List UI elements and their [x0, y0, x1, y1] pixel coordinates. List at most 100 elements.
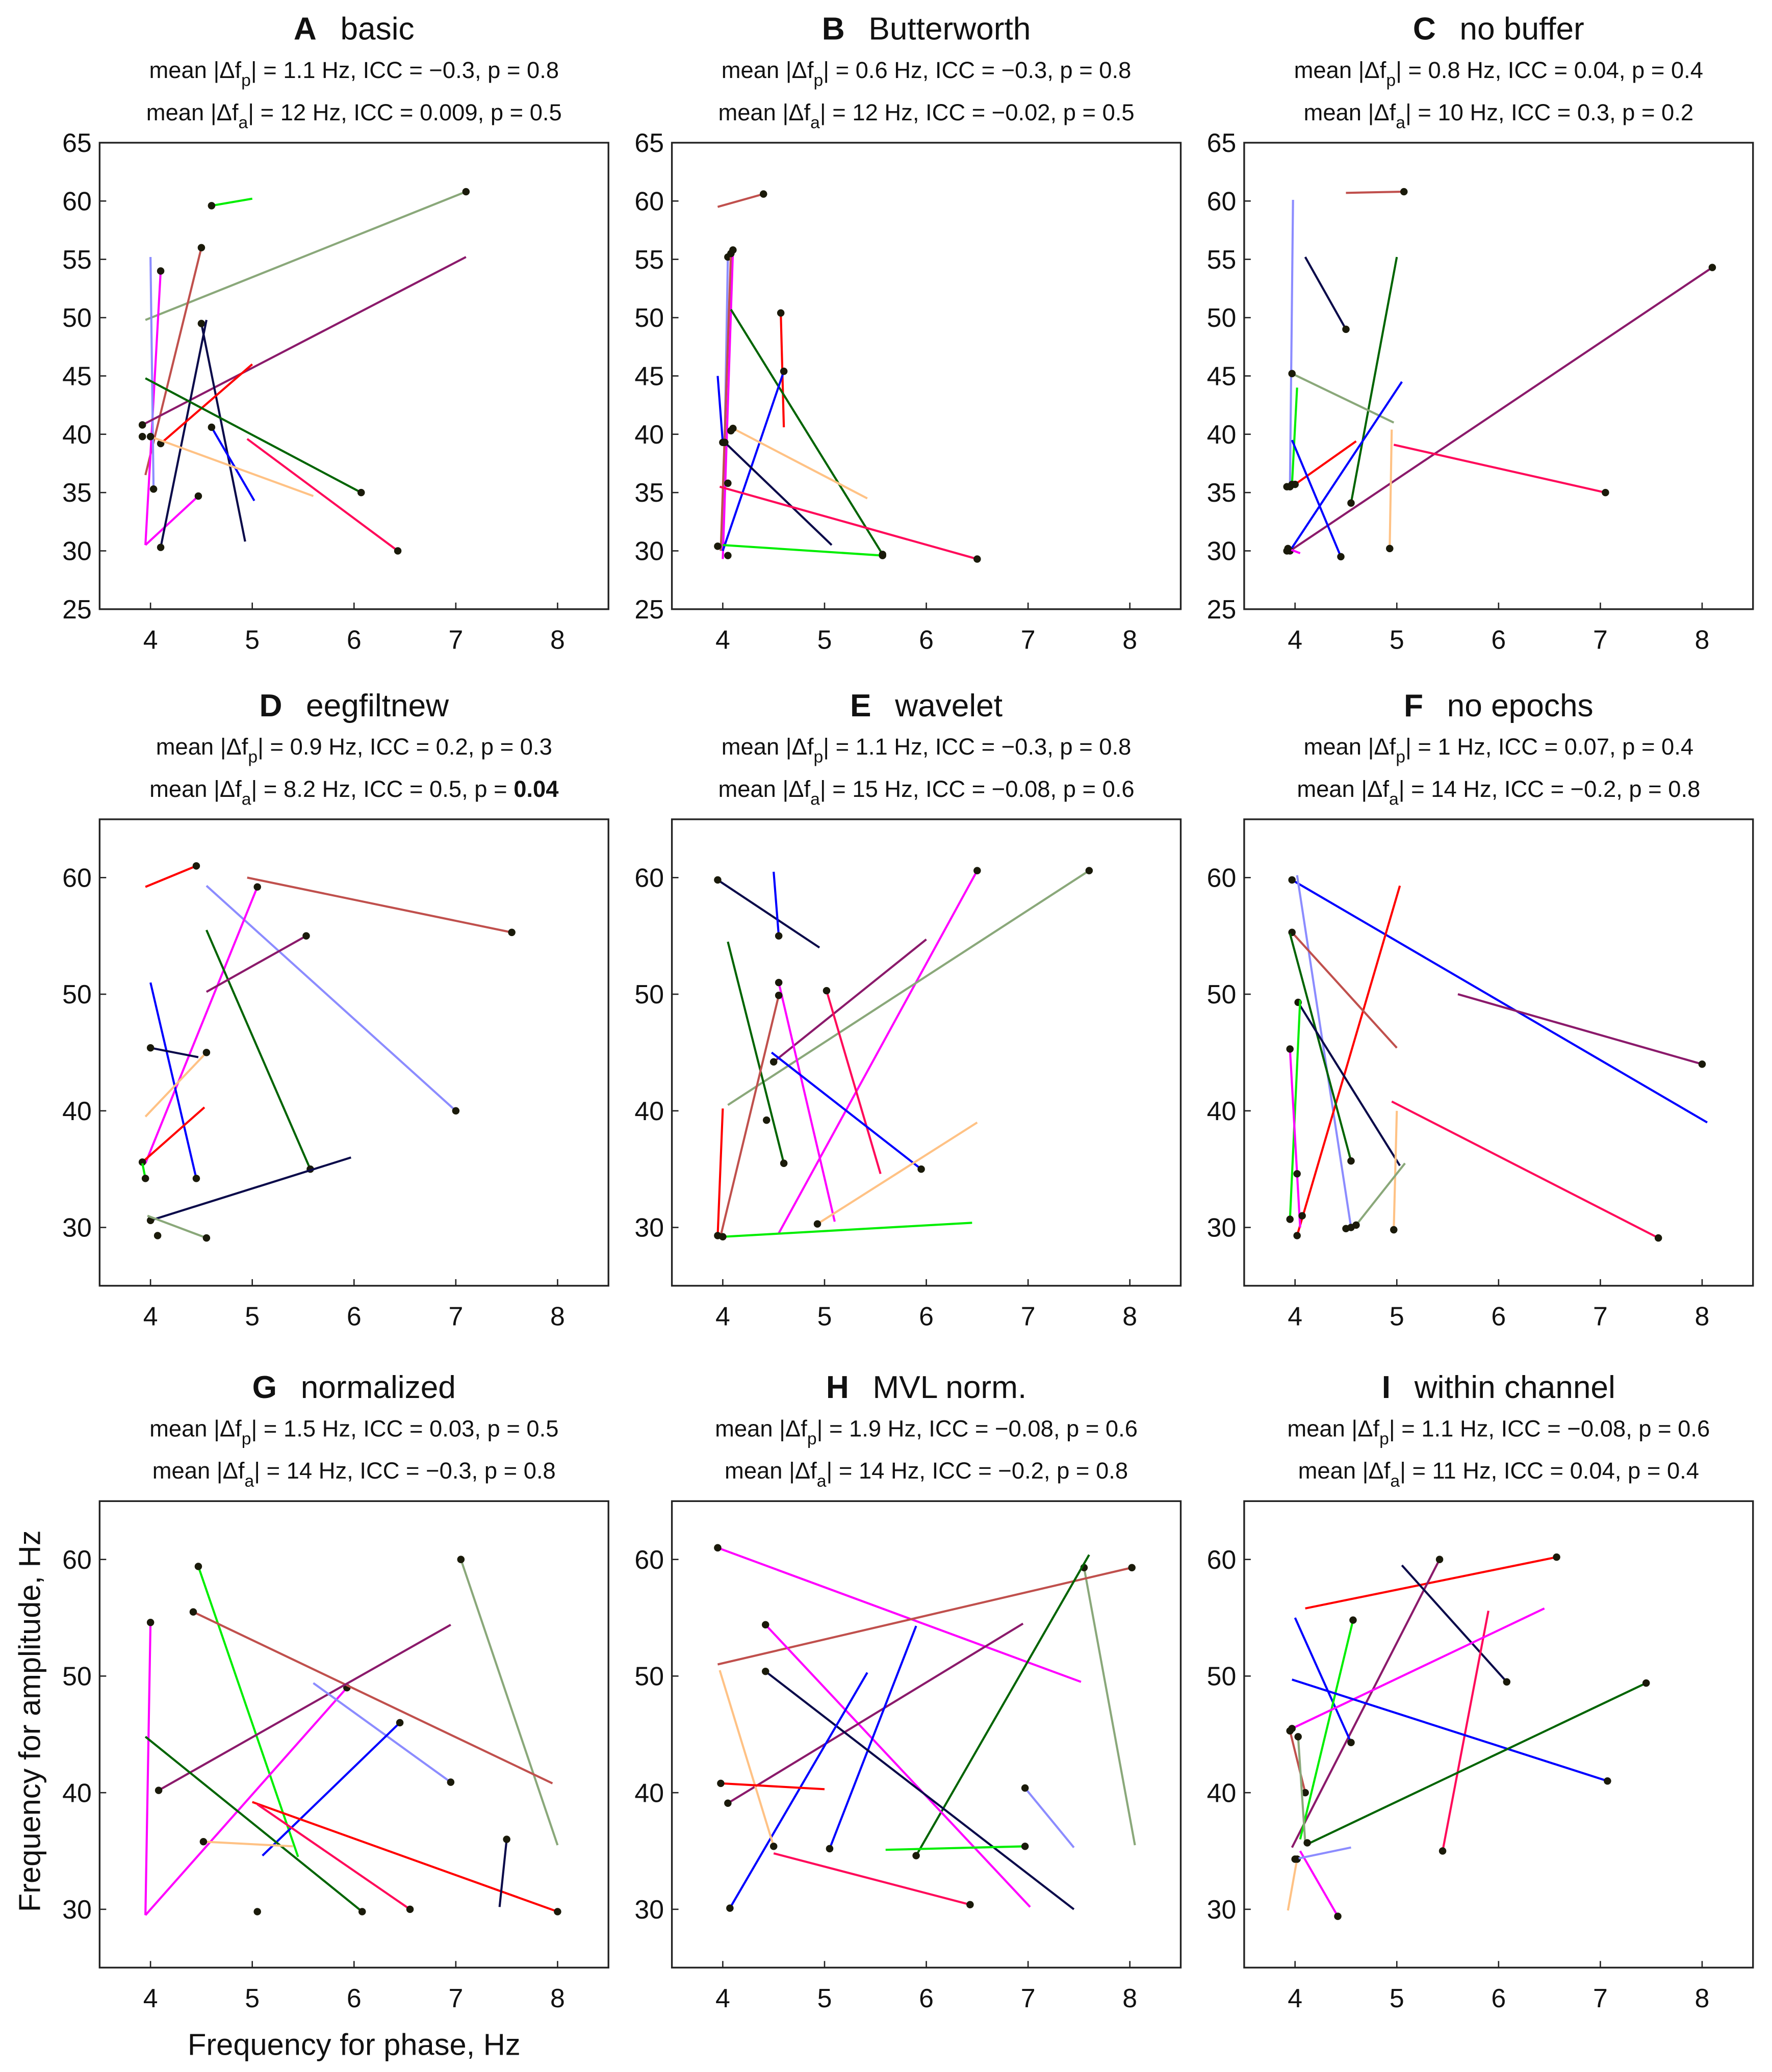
segment-dot	[1708, 264, 1716, 271]
stat-p-value: 0.8	[1096, 1458, 1128, 1484]
stat-icc-value: −0.08	[1567, 1415, 1626, 1441]
stat-mid: | =	[258, 734, 290, 760]
data-dot	[762, 1116, 771, 1124]
x-tick-label: 5	[245, 1302, 260, 1331]
stat-p-value: 0.5	[1102, 99, 1135, 125]
stat-subscript: p	[241, 71, 251, 90]
segment-red	[252, 1801, 558, 1913]
stat-prefix: mean |Δf	[1304, 734, 1396, 760]
segment-lightblue	[1295, 1846, 1351, 1860]
stat-prefix: mean |Δf	[152, 1458, 245, 1484]
segment-navy	[717, 879, 820, 949]
segment-purple	[1457, 993, 1703, 1066]
segment-pinkred	[246, 438, 399, 552]
y-tick-label: 55	[634, 245, 664, 274]
segment-dot	[503, 1835, 510, 1843]
stat-prefix: mean |Δf	[149, 1415, 242, 1441]
stat-icc-label: , ICC =	[922, 734, 1001, 760]
panel-title: H MVL norm.	[826, 1370, 1026, 1405]
segment-greygreen	[145, 191, 467, 321]
stat-p-label: , p =	[478, 99, 530, 125]
segment-dot	[138, 421, 146, 429]
segment-blue	[722, 371, 785, 552]
stat-icc-label: , ICC =	[913, 99, 992, 125]
segment-brown	[720, 253, 732, 551]
segment-dot	[1085, 867, 1093, 874]
x-tick-label: 4	[143, 625, 158, 655]
panel-letter: H	[826, 1370, 849, 1405]
stat-line-p: mean |Δfp| = 0.9 Hz, ICC = 0.2, p = 0.3	[156, 734, 552, 767]
x-tick-label: 6	[1491, 1302, 1506, 1331]
segment-dot	[823, 987, 831, 995]
stat-p-label: , p =	[1609, 99, 1661, 125]
stat-icc-value: −0.2	[998, 1458, 1044, 1484]
segment-darkgreen	[1350, 256, 1398, 504]
stat-subscript: a	[810, 790, 820, 809]
stat-icc-value: 0.2	[436, 734, 468, 760]
y-tick-label: 60	[634, 1545, 664, 1574]
segment-dot	[966, 1901, 974, 1908]
stat-prefix: mean |Δf	[146, 99, 239, 125]
segment-navy	[764, 1670, 1075, 1910]
segment-dot	[1128, 1564, 1136, 1571]
stat-p-value: 0.8	[1099, 57, 1131, 83]
stat-icc-label: , ICC =	[1488, 1415, 1567, 1441]
segment-pinkred	[1391, 1100, 1659, 1239]
segment-dot	[1337, 553, 1345, 561]
y-tick-label: 40	[1207, 420, 1237, 449]
stat-line-p: mean |Δfp| = 0.8 Hz, ICC = 0.04, p = 0.4	[1294, 57, 1703, 90]
segment-dot	[202, 1049, 211, 1056]
segment-brown	[1346, 190, 1404, 194]
segment-blue	[1291, 879, 1708, 1124]
segment-dot	[208, 202, 216, 210]
segment-magenta	[144, 1687, 348, 1916]
y-tick-label: 30	[62, 1213, 92, 1242]
y-tick-label: 55	[1207, 245, 1237, 274]
x-tick-label: 7	[1593, 625, 1608, 655]
stat-mean-value: 10 Hz	[1437, 99, 1498, 125]
segment-dot	[157, 267, 165, 275]
x-tick-label: 7	[448, 1983, 463, 2013]
segment-red	[716, 1108, 724, 1236]
stat-icc-label: , ICC =	[341, 99, 420, 125]
segment-dot	[973, 867, 981, 874]
y-tick-label: 40	[62, 1778, 92, 1807]
y-tick-label: 40	[1207, 1096, 1237, 1126]
segment-darkgreen	[1304, 1682, 1647, 1846]
x-tick-label: 8	[1122, 1983, 1137, 2013]
segment-dot	[1301, 1789, 1309, 1797]
segment-dot	[1286, 1215, 1294, 1223]
data-dot	[1286, 1727, 1294, 1735]
stat-p-value: 0.4	[1671, 57, 1703, 83]
segment-dot	[879, 552, 886, 559]
stat-icc-value: −0.3	[1001, 57, 1047, 83]
data-dot	[724, 552, 732, 559]
segment-dot	[1553, 1553, 1560, 1561]
stat-p-value: 0.6	[1106, 1415, 1138, 1441]
segment-dot	[1347, 1739, 1355, 1747]
segment-navy	[160, 320, 208, 548]
stat-icc-value: 0.03	[429, 1415, 474, 1441]
stat-subscript: a	[242, 790, 251, 809]
x-tick-label: 7	[1021, 625, 1036, 655]
stat-mean-value: 1 Hz	[1437, 734, 1485, 760]
stat-mid: | =	[823, 57, 855, 83]
stat-prefix: mean |Δf	[1294, 57, 1386, 83]
segment-green	[1299, 1620, 1354, 1840]
stat-mean-value: 8.2 Hz	[284, 776, 350, 802]
stat-prefix: mean |Δf	[722, 734, 814, 760]
segment-red	[160, 363, 253, 445]
stat-icc-value: −0.08	[992, 776, 1050, 802]
segment-dot	[813, 1220, 821, 1228]
segment-dot	[1291, 480, 1299, 488]
stat-line-p: mean |Δfp| = 1.5 Hz, ICC = 0.03, p = 0.5	[149, 1415, 558, 1448]
stat-icc-value: 0.04	[1570, 1458, 1615, 1484]
stat-icc-label: , ICC =	[919, 1458, 998, 1484]
segment-blue	[1294, 1617, 1352, 1743]
segment-peach	[1389, 429, 1393, 549]
x-tick-label: 8	[550, 625, 565, 655]
segment-dot	[302, 932, 310, 940]
segment-green	[211, 197, 253, 207]
